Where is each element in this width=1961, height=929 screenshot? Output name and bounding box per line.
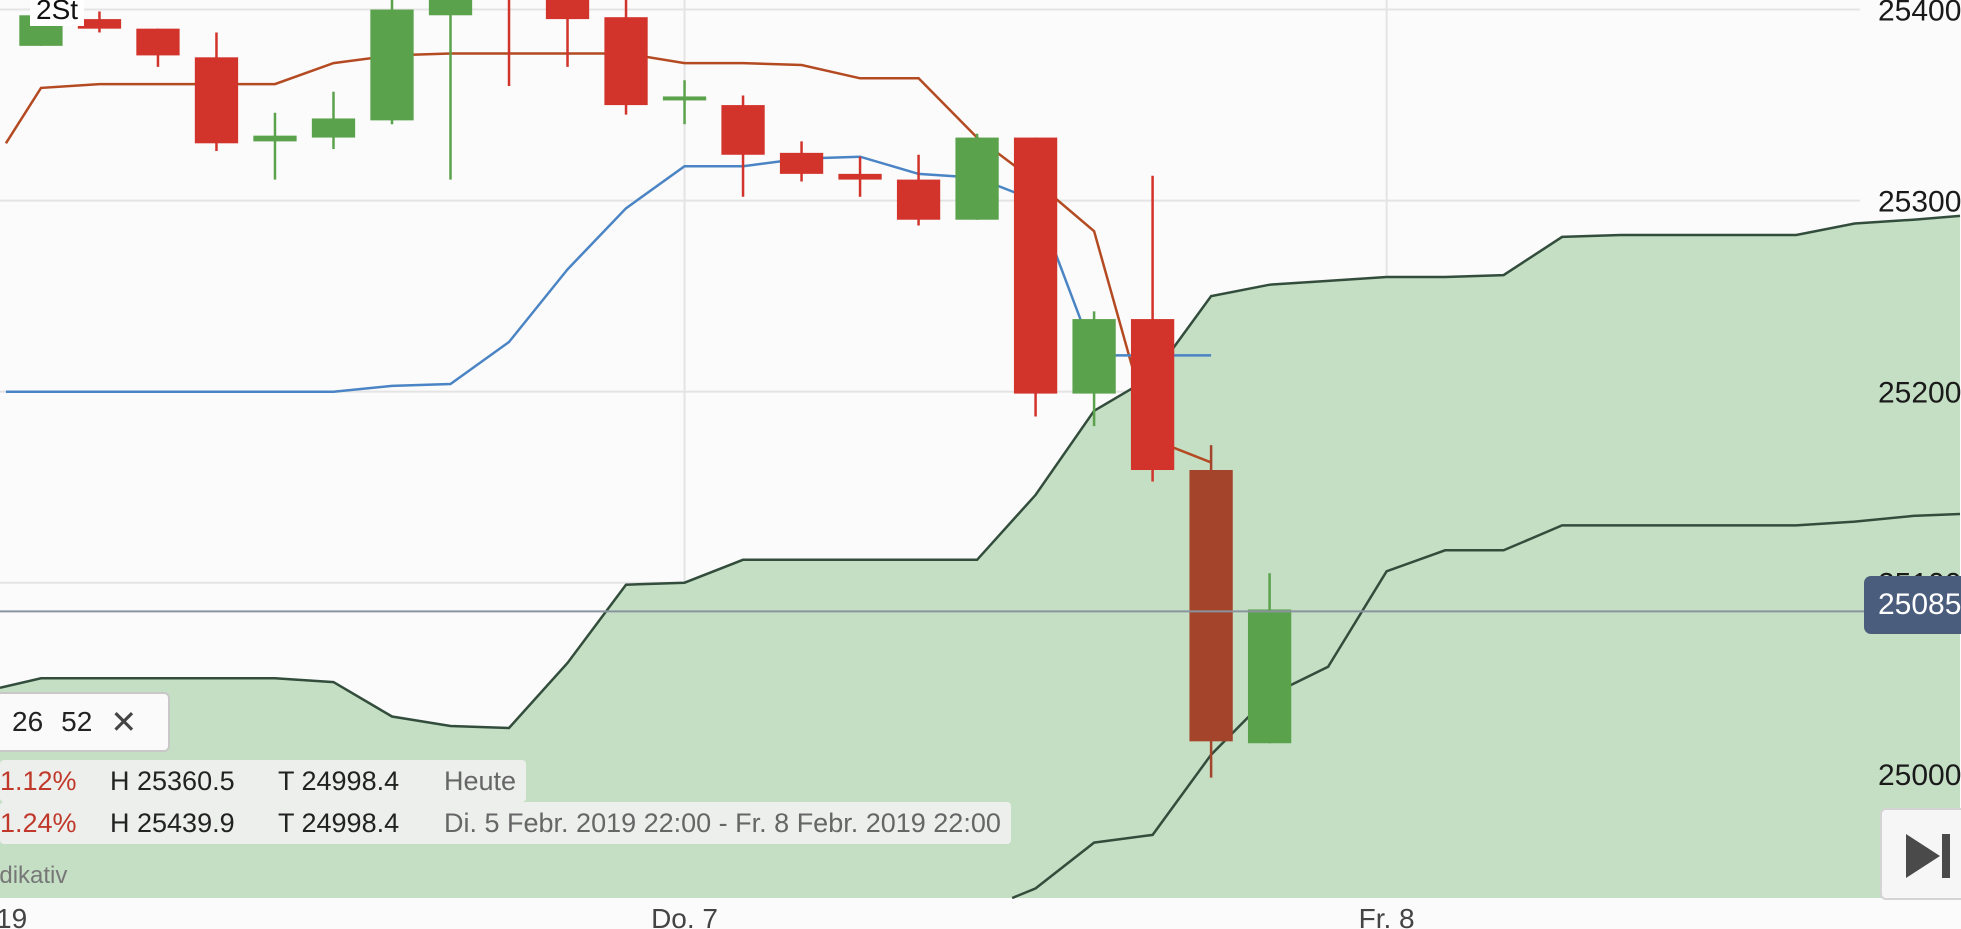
candle — [194, 32, 239, 151]
y-tick-label: 25300 — [1878, 186, 1961, 219]
x-axis-labels: Do. 7 Fr. 8 19 — [0, 903, 1415, 929]
candle — [253, 112, 297, 180]
param-52: 52 — [61, 706, 93, 737]
candle — [1013, 137, 1058, 417]
jump-to-end-button[interactable] — [1880, 808, 1961, 900]
candle — [955, 133, 999, 220]
change-pct: 1.12% — [0, 765, 77, 796]
kijun-line — [4, 52, 1212, 464]
candle — [370, 0, 414, 125]
candle-body — [311, 118, 356, 138]
candle-body — [1130, 319, 1175, 471]
candle — [428, 0, 473, 180]
candle — [545, 0, 590, 67]
candle — [896, 154, 941, 226]
x-tick-label-cut: 19 — [0, 903, 27, 929]
candle-body — [955, 137, 999, 220]
candle-body — [1013, 137, 1058, 394]
low-value: T 24998.4 — [278, 807, 400, 838]
indicative-note: ndikativ — [0, 862, 68, 889]
candle-body — [370, 9, 414, 121]
period-label: Di. 5 Febr. 2019 22:00 - Fr. 8 Febr. 201… — [444, 807, 1001, 838]
period-label: Heute — [444, 765, 517, 796]
candle-body — [838, 173, 882, 180]
candle — [1247, 573, 1292, 744]
x-tick-label: Fr. 8 — [1359, 903, 1415, 929]
candle-body — [604, 17, 648, 106]
candle-body — [77, 19, 122, 29]
candle-body — [136, 28, 180, 56]
candle-body — [896, 179, 941, 220]
high-value: H 25439.9 — [110, 807, 235, 838]
candle-body — [194, 57, 239, 144]
y-tick-label: 25400 — [1878, 0, 1961, 28]
y-tick-label: 25200 — [1878, 377, 1961, 410]
stats-row-range: 1.24% H 25439.9 T 24998.4 Di. 5 Febr. 20… — [0, 802, 1011, 844]
x-tick-label: Do. 7 — [651, 903, 718, 929]
candle-body — [1189, 470, 1233, 742]
param-26: 26 — [12, 706, 44, 737]
candle — [662, 80, 707, 125]
y-tick-label: 25000 — [1878, 759, 1961, 792]
candle-body — [545, 0, 590, 20]
candle — [838, 156, 882, 197]
high-value: H 25360.5 — [110, 765, 235, 796]
candle-body — [1072, 319, 1116, 394]
senkou-span-b-line — [1011, 512, 1961, 900]
skip-end-icon — [1906, 834, 1940, 878]
candle — [604, 0, 648, 115]
candle — [311, 91, 356, 150]
candles[interactable] — [19, 0, 1292, 778]
indicator-params-box[interactable]: 26 52 ✕ — [0, 692, 170, 752]
candle — [1130, 175, 1175, 482]
candle-body — [428, 0, 473, 16]
low-value: T 24998.4 — [278, 765, 400, 796]
change-pct: 1.24% — [0, 807, 77, 838]
candle — [507, 0, 511, 86]
candle-body — [779, 152, 824, 174]
close-icon[interactable]: ✕ — [110, 704, 138, 740]
current-price-badge: 25085 — [1864, 576, 1961, 634]
candle — [1072, 311, 1116, 427]
candle — [136, 28, 180, 67]
candle-body — [253, 135, 297, 142]
candle — [77, 11, 122, 33]
candle-body — [1247, 609, 1292, 744]
candle — [721, 95, 765, 197]
candle-body — [721, 105, 765, 155]
timeframe-label[interactable]: 2St — [30, 0, 85, 26]
candle-body — [662, 96, 707, 101]
stats-row-today: 1.12% H 25360.5 T 24998.4 Heute — [0, 760, 527, 802]
candle — [779, 141, 824, 182]
